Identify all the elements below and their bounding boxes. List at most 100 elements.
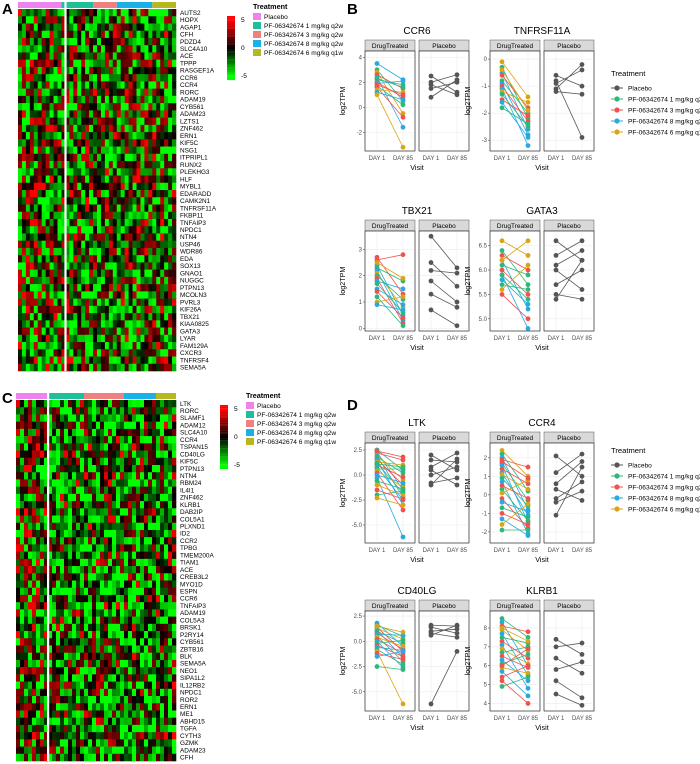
gene-label: FAM129A [180, 343, 209, 350]
heatmap-cell [32, 450, 37, 459]
heatmap-cell [124, 428, 129, 437]
heatmap-cell [124, 298, 129, 307]
heatmap-cell [88, 717, 93, 726]
heatmap-cell [52, 436, 57, 444]
heatmap-cell [44, 609, 49, 617]
heatmap-cell [140, 450, 145, 459]
gene-label: EDARADD [180, 191, 212, 198]
heatmap-cell [72, 587, 77, 596]
gene-label: IL12RB2 [180, 682, 205, 689]
gene-label: ADAM19 [180, 610, 206, 617]
heatmap-cell [108, 74, 114, 82]
heatmap-cell [108, 464, 113, 473]
heatmap-cell [92, 681, 97, 690]
heatmap-cell [49, 30, 54, 39]
heatmap-cell [172, 37, 177, 46]
heatmap-cell [49, 233, 54, 241]
heatmap-cell [168, 291, 173, 299]
series-line [376, 480, 404, 490]
heatmap-cell [144, 544, 149, 552]
heatmap-cell [92, 746, 97, 755]
heatmap-cell [41, 269, 46, 278]
heatmap-cell [120, 95, 125, 104]
heatmap-cell [52, 710, 57, 718]
heatmap-cell [140, 175, 145, 184]
heatmap-cell [18, 334, 23, 343]
heatmap-cell [37, 291, 42, 299]
heatmap-cell [92, 667, 97, 675]
heatmap-cell [44, 594, 49, 603]
heatmap-cell [48, 407, 53, 415]
heatmap-cell [29, 117, 35, 126]
heatmap-cell [20, 472, 25, 480]
heatmap-cell [57, 37, 62, 46]
heatmap-cell [104, 602, 109, 610]
heatmap-cell [21, 153, 27, 162]
heatmap-cell [36, 696, 41, 704]
heatmap-cell [172, 284, 177, 292]
gene-label: PDZD4 [180, 39, 201, 46]
heatmap-cell [152, 515, 157, 524]
series-line [555, 64, 583, 90]
heatmap-cell [24, 645, 29, 653]
heatmap-cell [85, 182, 90, 191]
heatmap-cell [160, 320, 165, 328]
heatmap-cell [33, 342, 39, 350]
heatmap-cell [21, 30, 27, 39]
heatmap-cell [96, 753, 101, 762]
heatmap-cell [132, 681, 137, 690]
heatmap-cell [148, 537, 153, 545]
heatmap-cell [124, 23, 129, 32]
heatmap-cell [120, 313, 125, 321]
x-tick-label: DAY 85 [572, 156, 593, 162]
heatmap-cell [144, 479, 149, 487]
data-point [525, 509, 531, 514]
heatmap-cell [124, 218, 129, 227]
data-point [454, 622, 460, 628]
heatmap-cell [41, 45, 46, 53]
heatmap-cell [56, 652, 61, 661]
heatmap-cell [112, 421, 117, 430]
heatmap-cell [112, 457, 117, 466]
heatmap-cell [25, 16, 31, 24]
heatmap-cell [52, 623, 57, 632]
heatmap-cell [57, 110, 62, 118]
heatmap-cell [100, 436, 105, 444]
heatmap-cell [73, 349, 78, 357]
heatmap-cell [29, 66, 35, 75]
heatmap-cell [73, 9, 78, 17]
heatmap-cell [168, 414, 173, 422]
heatmap-cell [65, 161, 70, 169]
heatmap-cell [18, 110, 23, 118]
heatmap-cell [16, 753, 21, 762]
data-point [454, 630, 460, 636]
heatmap-cell [172, 16, 177, 24]
heatmap-cell [97, 218, 102, 227]
panel-label-a: A [2, 1, 13, 18]
heatmap-cell [40, 717, 45, 726]
heatmap-cell [29, 327, 35, 336]
gene-label: LYAR [180, 336, 196, 343]
heatmap-cell [18, 363, 23, 372]
heatmap-cell [144, 298, 149, 307]
heatmap-cell [77, 52, 82, 60]
x-tick-label: DAY 1 [548, 156, 565, 162]
heatmap-cell [24, 652, 29, 661]
heatmap-cell [140, 724, 145, 733]
heatmap-cell [116, 342, 121, 350]
heatmap-cell [32, 436, 37, 444]
heatmap-cell [152, 59, 157, 68]
data-point [454, 475, 460, 481]
heatmap-cell [128, 305, 133, 314]
color-scale-step [227, 44, 235, 47]
heatmap-cell [140, 81, 145, 89]
heatmap-cell [100, 580, 105, 589]
heatmap-cell [25, 356, 31, 365]
heatmap-cell [93, 110, 98, 118]
heatmap-cell [41, 284, 46, 292]
heatmap-cell [61, 59, 66, 68]
heatmap-cell [69, 204, 74, 213]
heatmap-cell [84, 580, 89, 589]
heatmap-cell [89, 139, 94, 147]
heatmap-cell [108, 414, 113, 422]
